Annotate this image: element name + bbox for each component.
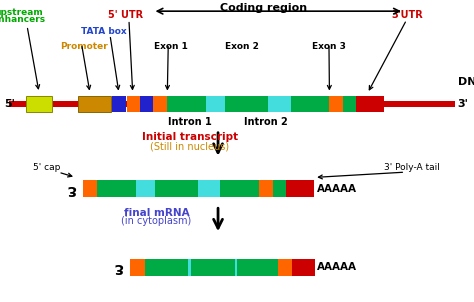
Bar xyxy=(292,259,315,275)
Bar xyxy=(188,259,191,275)
Bar xyxy=(206,96,225,112)
Bar xyxy=(191,259,235,275)
Bar xyxy=(127,96,140,112)
Text: 5' UTR: 5' UTR xyxy=(108,10,143,20)
Bar xyxy=(112,96,126,112)
Bar xyxy=(237,259,278,275)
Bar xyxy=(155,181,198,197)
Bar xyxy=(97,181,136,197)
Bar xyxy=(130,259,145,275)
Text: (in cytoplasm): (in cytoplasm) xyxy=(121,216,191,226)
Bar xyxy=(198,181,220,197)
Bar xyxy=(9,101,455,107)
Text: Intron 2: Intron 2 xyxy=(244,117,287,127)
Text: AAAAA: AAAAA xyxy=(317,184,356,194)
Bar xyxy=(268,96,291,112)
Bar xyxy=(259,181,273,197)
Text: 3'UTR: 3'UTR xyxy=(392,10,423,20)
Bar xyxy=(26,96,52,112)
Bar xyxy=(278,259,292,275)
Bar xyxy=(153,96,167,112)
Text: upstream: upstream xyxy=(0,8,43,17)
Text: DNA: DNA xyxy=(458,76,474,87)
Text: 3' Poly-A tail: 3' Poly-A tail xyxy=(384,163,440,172)
Bar xyxy=(136,181,155,197)
Text: enhancers: enhancers xyxy=(0,15,46,24)
Bar xyxy=(167,96,206,112)
Text: Promoter: Promoter xyxy=(61,42,108,51)
Text: 5' cap: 5' cap xyxy=(33,163,60,172)
Text: 5': 5' xyxy=(4,99,15,109)
Bar xyxy=(235,259,237,275)
Bar xyxy=(291,96,329,112)
Text: Exon 3: Exon 3 xyxy=(312,42,346,51)
Text: Intron 1: Intron 1 xyxy=(168,117,211,127)
Text: 3': 3' xyxy=(457,99,468,109)
Bar xyxy=(140,96,153,112)
Bar xyxy=(220,181,259,197)
Bar xyxy=(343,96,356,112)
Text: final mRNA: final mRNA xyxy=(124,208,189,218)
Bar xyxy=(225,96,268,112)
Bar xyxy=(286,181,314,197)
Bar xyxy=(78,96,111,112)
Bar xyxy=(145,259,188,275)
Bar xyxy=(273,181,286,197)
Bar xyxy=(83,181,97,197)
Text: (Still in nucleus): (Still in nucleus) xyxy=(150,141,229,152)
Text: Ɛ: Ɛ xyxy=(66,182,76,196)
Bar xyxy=(329,96,343,112)
Text: Ɛ: Ɛ xyxy=(114,260,123,274)
Text: AAAAA: AAAAA xyxy=(317,262,356,272)
Text: Exon 1: Exon 1 xyxy=(154,42,188,51)
Bar xyxy=(356,96,384,112)
Text: TATA box: TATA box xyxy=(81,27,126,36)
Text: Coding region: Coding region xyxy=(219,2,307,13)
Text: Exon 2: Exon 2 xyxy=(225,42,259,51)
Text: Initial transcript: Initial transcript xyxy=(142,132,237,143)
